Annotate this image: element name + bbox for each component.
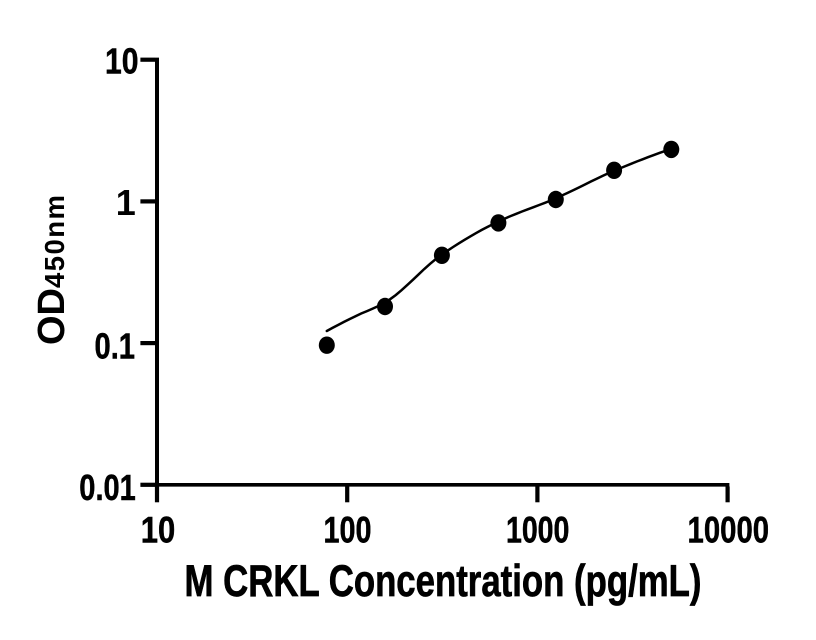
svg-text:100: 100 [324,509,372,551]
svg-text:10: 10 [141,509,176,551]
svg-text:10000: 10000 [688,509,770,551]
svg-text:1000: 1000 [506,509,570,551]
svg-text:0.1: 0.1 [95,325,136,366]
svg-text:M CRKL Concentration (pg/mL): M CRKL Concentration (pg/mL) [185,557,702,606]
svg-text:10: 10 [105,40,139,81]
svg-text:0.01: 0.01 [79,467,136,508]
svg-text:1: 1 [116,182,136,223]
